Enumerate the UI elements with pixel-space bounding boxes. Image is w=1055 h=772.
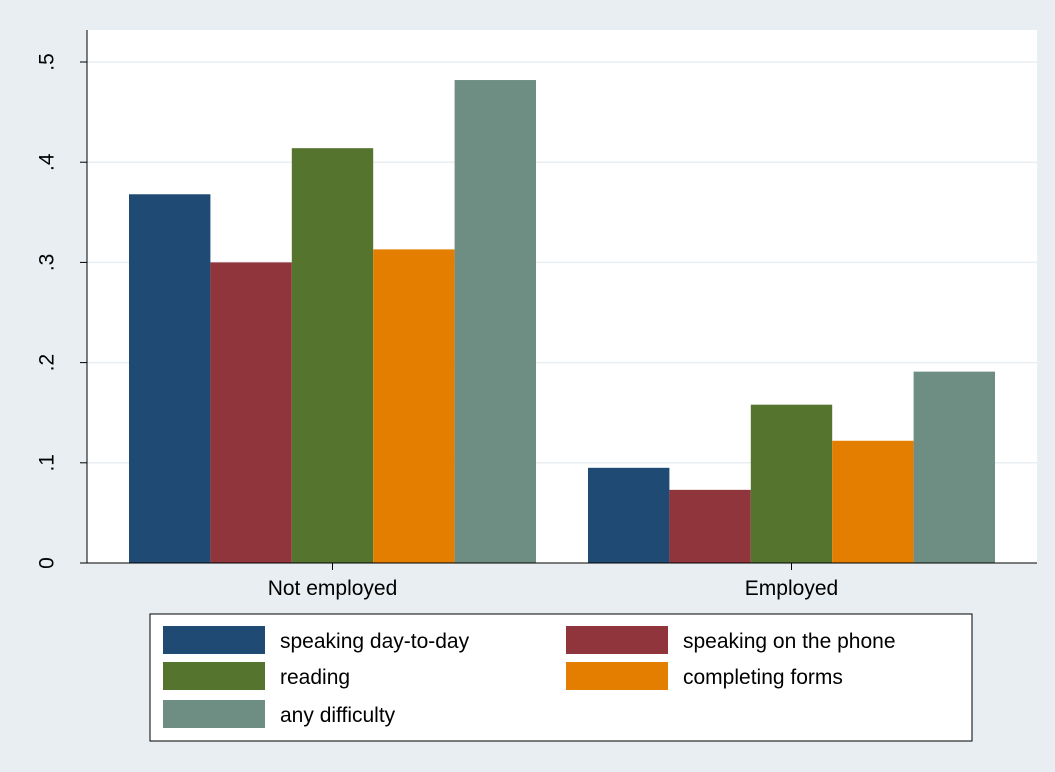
legend-label: speaking day-to-day [280, 630, 470, 653]
bar-completing-forms-not-employed [373, 249, 455, 563]
bar-any-difficulty-not-employed [454, 80, 536, 563]
legend-swatch [566, 662, 668, 690]
legend: speaking day-to-day speaking on the phone… [149, 613, 973, 742]
legend-swatch [163, 700, 265, 728]
legend-label: reading [280, 666, 350, 689]
bar-speaking-day-to-day-employed [588, 467, 670, 563]
y-tick-label: 0 [36, 557, 59, 569]
legend-box [149, 613, 973, 742]
bar-any-difficulty-employed [913, 371, 995, 563]
legend-swatch [566, 626, 668, 654]
category-labels: Not employed Employed [268, 563, 838, 600]
bars [129, 80, 995, 563]
y-tick-label: .2 [36, 354, 59, 372]
legend-label: completing forms [683, 666, 843, 689]
legend-swatch [163, 626, 265, 654]
category-label: Not employed [268, 577, 398, 600]
legend-swatch [163, 662, 265, 690]
category-label: Employed [745, 577, 838, 600]
y-tick-label: .5 [36, 53, 59, 71]
bar-reading-employed [750, 404, 833, 563]
bar-reading-not-employed [291, 148, 374, 563]
bar-completing-forms-employed [832, 440, 914, 563]
y-tick-label: .1 [36, 454, 59, 472]
bar-speaking-day-to-day-not-employed [129, 194, 211, 563]
y-tick-label: .3 [36, 254, 59, 272]
bar-speaking-on-the-phone-employed [669, 489, 751, 563]
y-ticks: 0 .1 .2 .3 .4 .5 [36, 53, 87, 569]
bar-speaking-on-the-phone-not-employed [210, 262, 292, 563]
legend-label: any difficulty [280, 704, 396, 727]
y-tick-label: .4 [36, 153, 59, 171]
legend-label: speaking on the phone [683, 630, 896, 653]
